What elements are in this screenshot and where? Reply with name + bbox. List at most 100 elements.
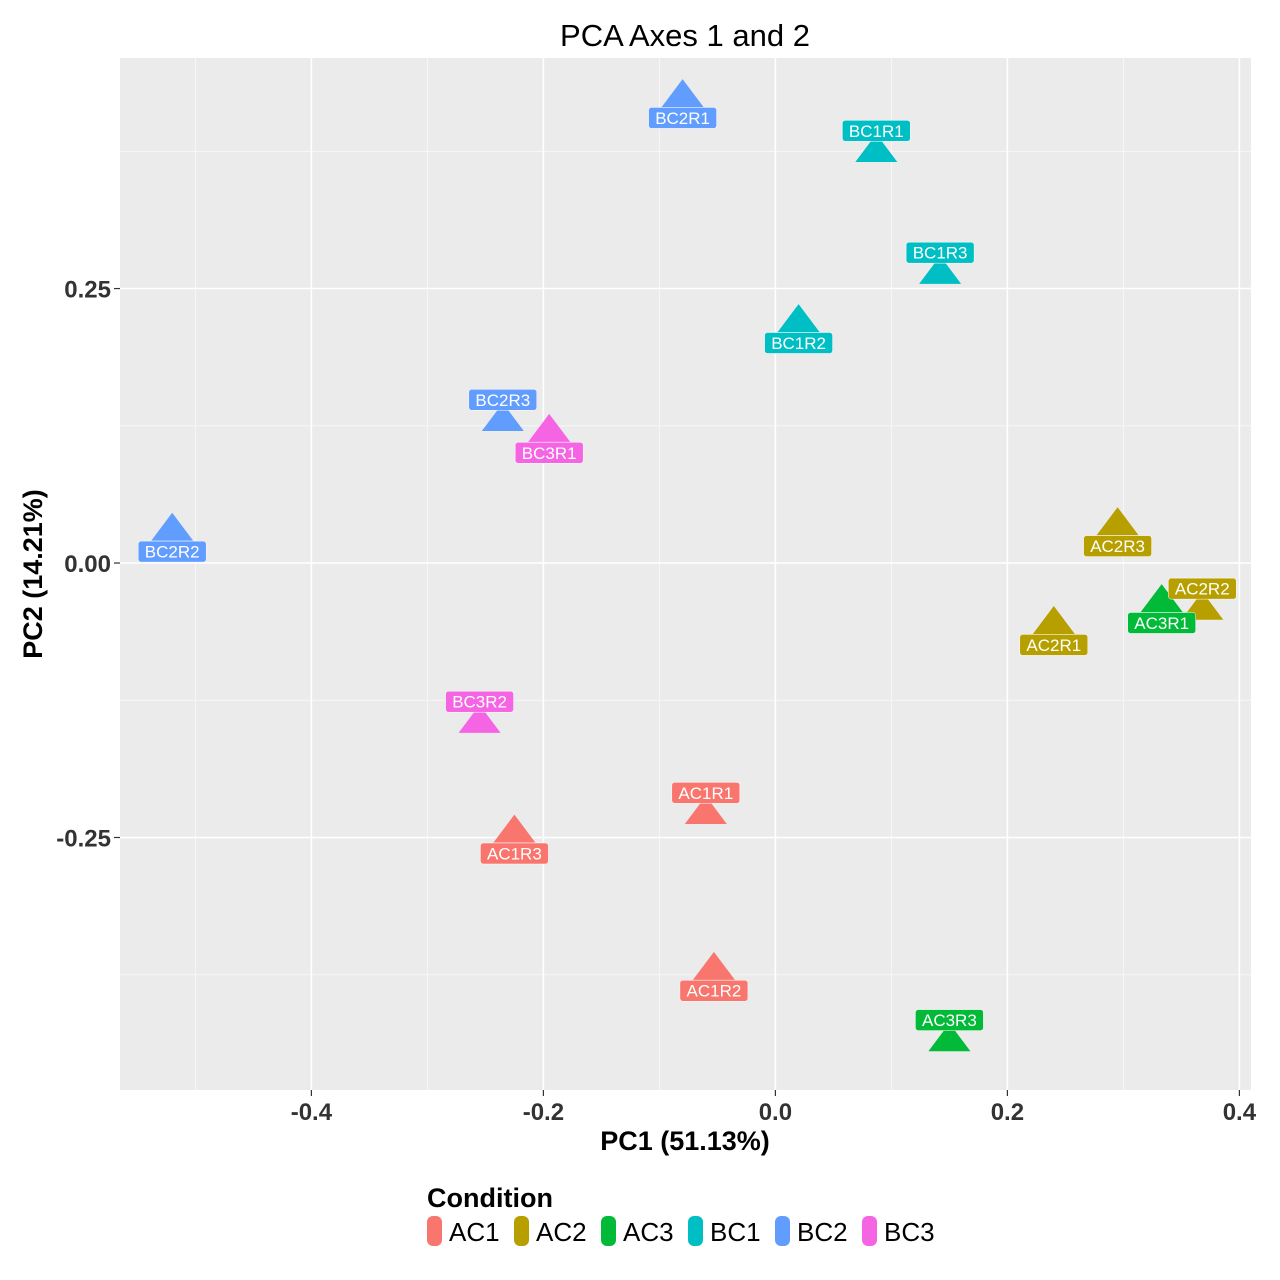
- y-axis-title: PC2 (14.21%): [18, 489, 48, 659]
- legend-item-bc2: BC2: [775, 1216, 848, 1247]
- point-label-ac3r1: AC3R1: [1127, 612, 1196, 634]
- x-tick-labels: -0.4 -0.2 0.0 0.2 0.4: [291, 1099, 1257, 1126]
- point-ac1r2: [692, 951, 735, 980]
- point-ac1r3: [493, 814, 536, 843]
- legend-label: BC1: [710, 1217, 761, 1247]
- y-tick-label: 0.25: [64, 277, 111, 304]
- point-label-text: AC3R1: [1134, 614, 1189, 633]
- y-tick-label: 0.00: [64, 551, 111, 578]
- plot-panel: [120, 58, 1251, 1090]
- point-label-text: AC3R3: [922, 1011, 977, 1030]
- point-label-bc3r2: BC3R2: [445, 690, 514, 713]
- point-label-text: AC2R1: [1026, 636, 1081, 655]
- point-label-text: BC1R3: [913, 244, 968, 263]
- point-label-box: [1019, 634, 1089, 656]
- point-label-ac2r1: AC2R1: [1019, 634, 1089, 656]
- point-label-text: AC1R1: [678, 784, 733, 803]
- legend-key-bc3: [862, 1216, 877, 1246]
- point-bc1r3: [919, 255, 962, 284]
- legend-title: Condition: [427, 1183, 553, 1213]
- point-label-text: BC2R1: [655, 109, 710, 128]
- point-bc2r2: [151, 512, 194, 541]
- point-ac2r1: [1032, 606, 1075, 635]
- point-label-text: BC1R2: [771, 334, 826, 353]
- point-label-text: AC2R3: [1090, 537, 1145, 556]
- point-label-text: BC3R2: [452, 693, 507, 712]
- point-label-box: [648, 107, 717, 129]
- point-ac3r1: [1140, 584, 1183, 613]
- point-label-box: [137, 540, 207, 563]
- legend-key-ac3: [601, 1216, 616, 1246]
- minor-gridlines: [120, 58, 1251, 1090]
- point-label-text: BC2R3: [475, 391, 530, 410]
- point-label-box: [842, 120, 911, 142]
- point-label-ac1r1: AC1R1: [671, 782, 741, 804]
- point-label-box: [764, 332, 833, 354]
- point-ac2r3: [1096, 507, 1139, 536]
- x-axis-title: PC1 (51.13%): [600, 1126, 770, 1156]
- point-label-box: [671, 782, 741, 804]
- point-label-ac2r2: AC2R2: [1168, 577, 1237, 600]
- legend-item-ac3: AC3: [601, 1216, 674, 1247]
- legend-items: AC1 AC2 AC3 BC1 BC2 BC3: [427, 1216, 935, 1247]
- point-label-bc2r3: BC2R3: [468, 389, 538, 411]
- point-ac3r3: [928, 1023, 971, 1052]
- major-gridlines: [120, 58, 1251, 1090]
- point-label-box: [468, 389, 538, 411]
- point-ac1r1: [684, 795, 727, 824]
- legend-item-ac2: AC2: [514, 1216, 587, 1247]
- point-label-text: AC2R2: [1175, 580, 1230, 599]
- point-label-box: [1168, 577, 1237, 600]
- point-label-box: [1083, 535, 1152, 557]
- x-tick-label: -0.4: [291, 1099, 333, 1126]
- point-label-box: [1127, 612, 1196, 634]
- legend-key-bc1: [688, 1216, 703, 1246]
- point-label-bc2r2: BC2R2: [137, 540, 207, 563]
- point-label-ac2r3: AC2R3: [1083, 535, 1152, 557]
- legend-key-ac1: [427, 1216, 442, 1246]
- point-label-box: [480, 842, 549, 865]
- point-bc3r2: [458, 704, 501, 733]
- point-label-bc1r3: BC1R3: [905, 241, 975, 264]
- chart-title: PCA Axes 1 and 2: [560, 18, 810, 53]
- point-label-bc1r1: BC1R1: [842, 120, 911, 142]
- point-bc2r3: [481, 402, 524, 431]
- point-label-text: AC1R3: [487, 845, 542, 864]
- legend-key-bc2: [775, 1216, 790, 1246]
- point-label-box: [905, 241, 975, 264]
- point-label-text: BC2R2: [145, 543, 200, 562]
- x-tick-label: 0.4: [1223, 1099, 1257, 1126]
- point-label-text: AC1R2: [687, 982, 742, 1001]
- legend: Condition AC1 AC2 AC3 BC1 BC2 BC3: [427, 1183, 935, 1247]
- point-label-box: [514, 442, 584, 464]
- point-label-box: [679, 979, 749, 1002]
- legend-label: AC3: [623, 1217, 674, 1247]
- point-label-ac3r3: AC3R3: [915, 1009, 984, 1031]
- point-label-bc1r2: BC1R2: [764, 332, 833, 354]
- point-label-text: BC3R1: [522, 444, 577, 463]
- point-label-ac1r3: AC1R3: [480, 842, 549, 865]
- point-label-text: BC1R1: [849, 122, 904, 141]
- legend-label: BC3: [884, 1217, 935, 1247]
- point-label-box: [915, 1009, 984, 1031]
- point-label-bc3r1: BC3R1: [514, 442, 584, 464]
- legend-key-ac2: [514, 1216, 529, 1246]
- legend-label: AC1: [449, 1217, 500, 1247]
- legend-label: AC2: [536, 1217, 587, 1247]
- point-label-box: [445, 690, 514, 713]
- x-tick-label: -0.2: [523, 1099, 564, 1126]
- y-tick-label: -0.25: [56, 825, 111, 852]
- legend-item-bc3: BC3: [862, 1216, 935, 1247]
- legend-item-ac1: AC1: [427, 1216, 500, 1247]
- x-tick-label: 0.0: [759, 1099, 792, 1126]
- point-bc1r2: [777, 304, 820, 333]
- point-bc3r1: [528, 413, 571, 442]
- y-tick-labels: -0.25 0.00 0.25: [56, 277, 111, 853]
- legend-label: BC2: [797, 1217, 848, 1247]
- point-bc2r1: [661, 79, 704, 108]
- point-label-ac1r2: AC1R2: [679, 979, 749, 1002]
- data-point-labels: BC2R1 BC1R1 BC1R3 BC1R2 BC2R3 BC3R1 BC2R2 AC2R3…: [137, 107, 1237, 1031]
- legend-item-bc1: BC1: [688, 1216, 761, 1247]
- x-tick-label: 0.2: [991, 1099, 1024, 1126]
